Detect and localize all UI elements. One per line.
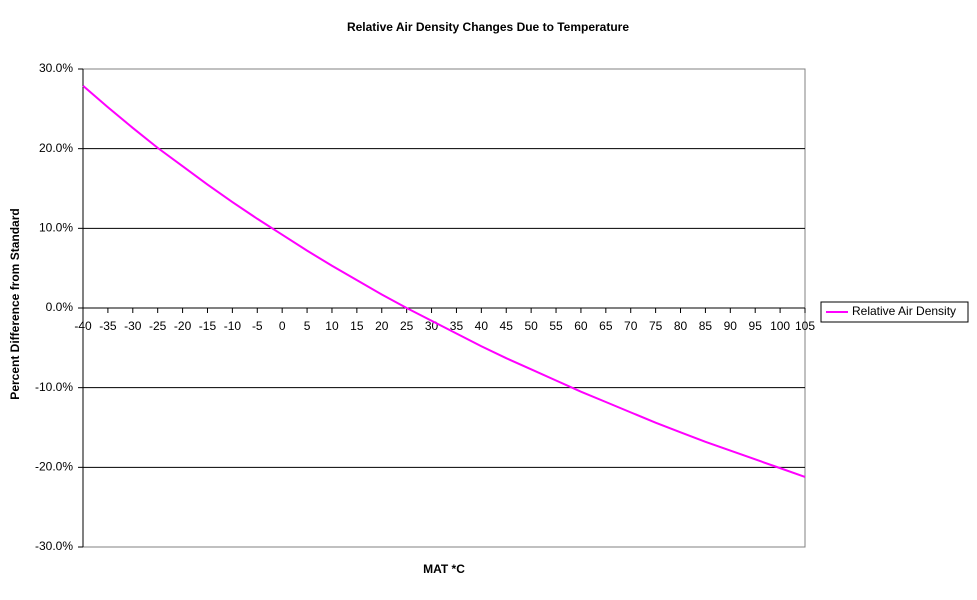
x-tick-label: 40 (475, 319, 489, 333)
x-tick-label: 90 (724, 319, 738, 333)
y-tick-label: 20.0% (39, 141, 73, 155)
y-tick-label: -20.0% (35, 460, 73, 474)
y-tick-label: 30.0% (39, 61, 73, 75)
x-tick-label: -30 (124, 319, 142, 333)
y-tick-label: -30.0% (35, 539, 73, 553)
x-tick-label: -10 (224, 319, 242, 333)
x-tick-label: -15 (199, 319, 217, 333)
x-tick-label: 25 (400, 319, 414, 333)
legend-label: Relative Air Density (852, 304, 956, 318)
x-tick-label: 55 (549, 319, 563, 333)
x-tick-label: -35 (99, 319, 117, 333)
x-tick-label: -25 (149, 319, 167, 333)
x-tick-label: 65 (599, 319, 613, 333)
x-tick-label: 85 (699, 319, 713, 333)
x-tick-label: 70 (624, 319, 638, 333)
series-line (82, 84, 806, 478)
y-axis-label: Percent Difference from Standard (8, 208, 22, 399)
x-tick-label: 95 (749, 319, 763, 333)
x-tick-label: 10 (325, 319, 339, 333)
x-tick-label: 45 (500, 319, 514, 333)
x-tick-label: 75 (649, 319, 663, 333)
x-tick-label: 80 (674, 319, 688, 333)
x-tick-label: 105 (795, 319, 815, 333)
legend-box (820, 301, 969, 323)
x-tick-label: 0 (279, 319, 286, 333)
x-axis-label: MAT *C (423, 562, 465, 576)
x-tick-label: 35 (450, 319, 464, 333)
y-tick-label: 0.0% (46, 300, 74, 314)
x-tick-label: 100 (770, 319, 790, 333)
x-tick-label: -40 (74, 319, 92, 333)
x-tick-label: 5 (304, 319, 311, 333)
x-tick-label: 60 (574, 319, 588, 333)
x-tick-label: -5 (252, 319, 263, 333)
x-tick-label: 50 (524, 319, 538, 333)
chart-title: Relative Air Density Changes Due to Temp… (347, 20, 629, 34)
x-tick-label: -20 (174, 319, 192, 333)
x-tick-label: 20 (375, 319, 389, 333)
y-tick-label: -10.0% (35, 380, 73, 394)
x-tick-label: 15 (350, 319, 364, 333)
y-tick-label: 10.0% (39, 221, 73, 235)
